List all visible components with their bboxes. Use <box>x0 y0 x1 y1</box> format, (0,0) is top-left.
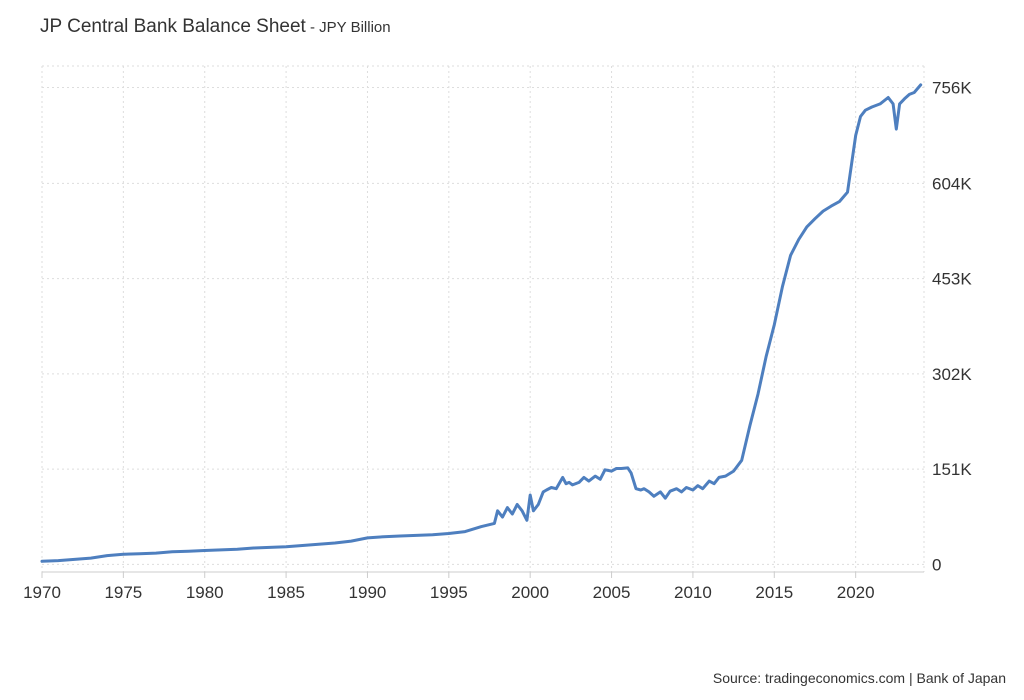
y-tick-label: 756K <box>932 78 972 97</box>
chart-title-text: JP Central Bank Balance Sheet <box>40 16 306 37</box>
x-tick-label: 2005 <box>593 583 631 602</box>
axes <box>41 571 924 578</box>
grid <box>41 65 925 572</box>
x-tick-label: 2010 <box>674 583 712 602</box>
y-tick-label: 0 <box>932 555 941 574</box>
y-tick-label: 604K <box>932 174 972 193</box>
x-tick-label: 1975 <box>104 583 142 602</box>
source-note: Source: tradingeconomics.com | Bank of J… <box>712 670 1006 686</box>
chart-title: JP Central Bank Balance Sheet - JPY Bill… <box>40 16 391 38</box>
y-tick-label: 151K <box>932 460 972 479</box>
x-tick-label: 2015 <box>755 583 793 602</box>
y-axis-ticks: 0 151K 302K 453K 604K 756K <box>932 78 972 574</box>
x-tick-label: 1995 <box>430 583 468 602</box>
chart-subtitle: JPY Billion <box>319 19 391 36</box>
x-tick-label: 1985 <box>267 583 305 602</box>
series-layer <box>40 83 923 563</box>
x-axis-ticks: 1970 1975 1980 1985 1990 1995 2000 2005 2010 2015… <box>23 583 874 602</box>
x-tick-label: 1970 <box>23 583 61 602</box>
x-tick-label: 2000 <box>511 583 549 602</box>
y-tick-label: 302K <box>932 365 972 384</box>
series-line-0 <box>40 83 923 563</box>
y-tick-label: 453K <box>932 270 972 289</box>
chart-subtitle-separator: - <box>305 19 320 36</box>
chart-svg: 1970 1975 1980 1985 1990 1995 2000 2005 2010 2015… <box>23 65 972 602</box>
x-tick-label: 2020 <box>837 583 875 602</box>
x-tick-label: 1980 <box>186 583 224 602</box>
x-tick-label: 1990 <box>349 583 387 602</box>
